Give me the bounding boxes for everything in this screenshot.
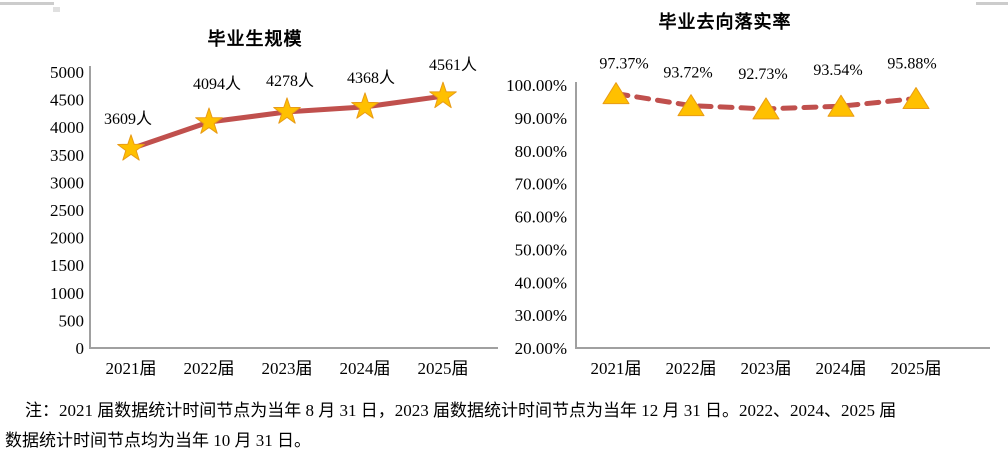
data-point-label: 4561人	[429, 56, 477, 74]
y-tick-label: 40.00%	[515, 273, 567, 292]
y-tick-label: 90.00%	[515, 109, 567, 128]
y-tick-label: 80.00%	[515, 142, 567, 161]
y-tick-label: 3500	[50, 146, 84, 165]
data-point-marker-star	[117, 134, 145, 161]
data-point-marker-star	[195, 107, 223, 134]
data-point-label: 3609人	[104, 110, 152, 128]
y-tick-label: 60.00%	[515, 208, 567, 227]
data-point-marker-star	[429, 81, 457, 109]
data-point-label: 4278人	[266, 72, 314, 90]
data-point-marker-star	[351, 92, 379, 119]
data-point-marker-triangle	[827, 94, 855, 117]
x-tick-label: 2022届	[184, 359, 235, 378]
footnote-line-2: 数据统计时间节点均为当年 10 月 31 日。	[5, 431, 311, 450]
y-tick-label: 4500	[50, 91, 84, 110]
x-tick-label: 2024届	[816, 359, 867, 378]
y-tick-label: 0	[76, 339, 85, 358]
y-tick-label: 500	[59, 311, 85, 330]
data-point-label: 95.88%	[887, 56, 936, 73]
y-tick-label: 2000	[50, 229, 84, 248]
table-border-fragment-top-right	[976, 2, 1008, 5]
data-point-label: 93.72%	[663, 65, 712, 82]
y-tick-label: 20.00%	[515, 339, 567, 358]
data-point-label: 93.54%	[813, 62, 862, 79]
left-chart-title: 毕业生规模	[207, 29, 303, 49]
table-border-fragment-top-left	[0, 2, 54, 5]
data-point-label: 92.73%	[738, 66, 787, 83]
y-tick-label: 4000	[50, 118, 84, 137]
x-tick-label: 2024届	[340, 359, 391, 378]
data-point-marker-triangle	[602, 82, 630, 105]
charts-canvas: 0 500 1000 1500 2000 2500 3000 3500 4000 4500 5000…	[50, 56, 990, 378]
right-chart-title: 毕业去向落实率	[658, 12, 792, 32]
y-tick-label: 1500	[50, 256, 84, 275]
x-tick-label: 2021届	[591, 359, 642, 378]
data-point-marker-star	[273, 97, 301, 124]
x-tick-label: 2021届	[106, 359, 157, 378]
data-point-label: 4094人	[193, 75, 241, 93]
y-tick-label: 2500	[50, 201, 84, 220]
y-tick-label: 3000	[50, 173, 84, 192]
x-tick-label: 2025届	[418, 359, 469, 378]
y-tick-label: 30.00%	[515, 306, 567, 325]
x-tick-label: 2023届	[741, 359, 792, 378]
table-border-fragment-top-left-tick	[53, 7, 60, 12]
x-tick-label: 2025届	[891, 359, 942, 378]
y-tick-label: 1000	[50, 284, 84, 303]
data-point-marker-triangle	[677, 94, 705, 117]
y-tick-label: 50.00%	[515, 240, 567, 259]
data-point-label: 97.37%	[599, 56, 648, 73]
data-point-label: 4368人	[347, 69, 395, 87]
x-tick-label: 2022届	[666, 359, 717, 378]
y-tick-label: 100.00%	[506, 76, 567, 95]
y-tick-label: 5000	[50, 63, 84, 82]
data-point-marker-triangle	[902, 87, 930, 110]
x-tick-label: 2023届	[262, 359, 313, 378]
y-tick-label: 70.00%	[515, 175, 567, 194]
footnote-line-1: 注：2021 届数据统计时间节点为当年 8 月 31 日，2023 届数据统计时…	[25, 401, 897, 420]
data-point-marker-triangle	[752, 97, 780, 120]
